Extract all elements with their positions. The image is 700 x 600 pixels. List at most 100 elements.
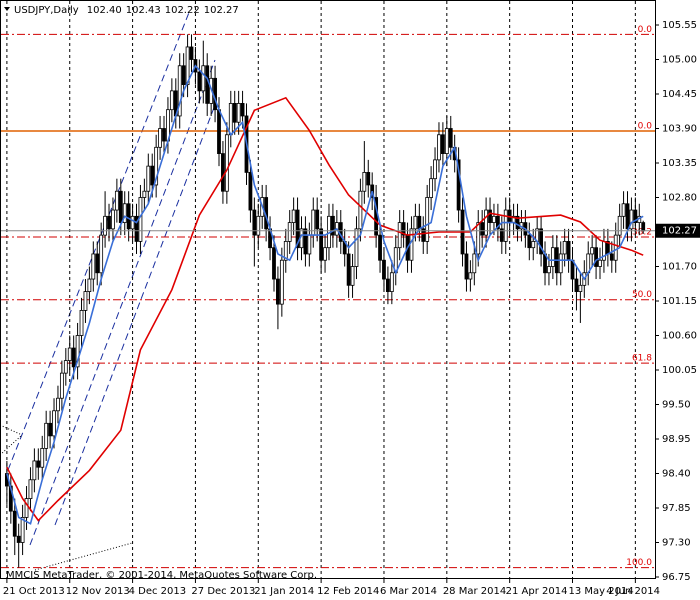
y-tick-label: 97.85 (662, 503, 691, 514)
candle-body (378, 234, 382, 261)
candle-body (401, 222, 406, 236)
candle-body (629, 209, 634, 230)
y-tick-label: 98.40 (662, 469, 691, 480)
candle-body (641, 222, 646, 232)
candle-body (315, 209, 320, 230)
candle-body (87, 278, 92, 292)
candle-body (613, 234, 618, 261)
price-tag-label: 102.27 (662, 226, 697, 237)
candle-body (625, 203, 630, 230)
channel-line (54, 104, 216, 526)
plot-frame (0, 0, 656, 579)
candle-body (484, 209, 488, 236)
x-tick-label: 12 Nov 2013 (66, 586, 130, 597)
y-tick-label: 105.55 (662, 20, 697, 31)
candle-body (558, 253, 563, 274)
candle-body (134, 215, 139, 242)
candle-body (437, 134, 441, 161)
x-tick-label: 4 Dec 2013 (129, 586, 187, 597)
candle-body (185, 46, 190, 85)
candle-body (562, 241, 567, 255)
candle-body (95, 253, 100, 274)
candle-body (272, 247, 276, 280)
candle-body (350, 266, 355, 286)
candle-body (598, 259, 602, 267)
candle-body (107, 215, 111, 230)
fib-label: 38.2 (632, 228, 652, 238)
candle-body (413, 215, 418, 230)
y-tick-label: 103.90 (662, 124, 697, 135)
candle-body (252, 209, 257, 236)
candle-body (495, 215, 500, 230)
candle-body (547, 266, 551, 274)
candle-body (48, 422, 52, 437)
candle-body (386, 278, 390, 292)
candle-body (488, 209, 492, 223)
candle-body (295, 209, 300, 249)
dotted-line (0, 434, 23, 456)
candle-body (421, 228, 426, 242)
moving-average (6, 96, 644, 522)
candle-body (527, 234, 532, 249)
candle-body (590, 247, 595, 255)
candle-body (217, 109, 221, 154)
candle-body (67, 347, 72, 361)
credit: MMCIS MetaTrader, © 2001-2014, MetaQuote… (6, 570, 317, 581)
candle-body (213, 77, 217, 111)
candle-body (236, 103, 241, 123)
candle-body (440, 134, 445, 154)
candle-body (181, 65, 186, 85)
candle-body (499, 228, 504, 242)
candle-body (429, 178, 434, 198)
x-tick-label: 21 Apr 2014 (506, 586, 568, 597)
candle-body (32, 460, 37, 481)
channel-line (29, 59, 216, 546)
candle-body (63, 360, 68, 374)
candle-body (52, 410, 56, 437)
candle-body (20, 517, 25, 543)
y-tick-label: 97.30 (662, 538, 691, 549)
last-open: 102.40 (87, 5, 122, 16)
fib-label: 50.0 (632, 290, 652, 300)
candle-body (633, 209, 638, 223)
candle-body (503, 209, 508, 242)
fib-label: 0.0 (638, 25, 653, 35)
x-tick-label: 6 Mar 2014 (380, 586, 437, 597)
candle-body (382, 259, 386, 280)
y-tick-label: 101.70 (662, 262, 697, 273)
candle-body (338, 222, 343, 242)
candle-body (28, 479, 33, 499)
candle-body (358, 190, 363, 230)
candle-body (472, 253, 477, 274)
x-tick-label: 28 Mar 2014 (443, 586, 506, 597)
candle-body (366, 172, 371, 186)
candle-body (16, 535, 21, 543)
candle-body (480, 222, 485, 236)
candle-body (397, 222, 402, 249)
candle-body (287, 222, 292, 242)
fib-label: 100.0 (626, 558, 652, 568)
candle-body (464, 253, 469, 280)
candle-body (609, 253, 614, 261)
x-tick-label: 21 Oct 2013 (3, 586, 65, 597)
y-tick-label: 105.00 (662, 55, 697, 66)
candle-body (476, 222, 481, 255)
candle-body (205, 65, 210, 104)
candle-body (291, 209, 296, 223)
candle-body (126, 203, 131, 230)
price-tag (656, 223, 700, 238)
candle-body (169, 90, 174, 111)
y-tick-label: 96.75 (662, 572, 691, 583)
candle-body (492, 215, 496, 223)
candle-body (425, 197, 430, 242)
candle-body (177, 65, 182, 117)
level-label: 0.0 (638, 122, 653, 132)
candle-body (354, 228, 359, 267)
candle-body (444, 128, 449, 154)
candle-body (515, 215, 520, 230)
candle-body (122, 203, 127, 223)
candle-body (303, 228, 308, 255)
candle-body (594, 247, 598, 267)
fib-label: 61.8 (632, 354, 652, 364)
